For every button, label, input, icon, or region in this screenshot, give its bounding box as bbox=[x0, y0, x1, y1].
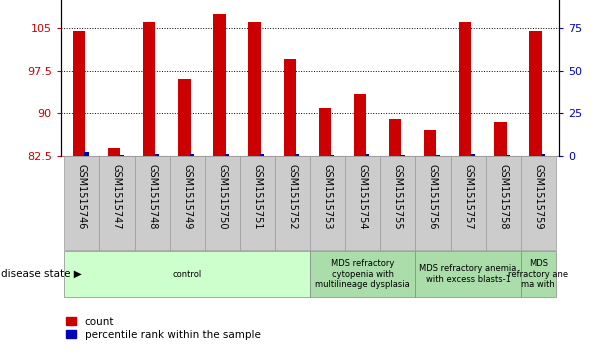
Bar bbox=[85, 152, 89, 156]
Bar bbox=[100, 156, 134, 250]
Bar bbox=[319, 108, 331, 156]
Bar bbox=[365, 154, 370, 156]
Bar bbox=[154, 154, 159, 156]
Bar bbox=[459, 23, 471, 156]
Bar bbox=[451, 156, 486, 250]
Bar bbox=[310, 252, 415, 297]
Text: GSM1515752: GSM1515752 bbox=[288, 164, 297, 229]
Text: GSM1515746: GSM1515746 bbox=[77, 164, 87, 229]
Bar bbox=[310, 156, 345, 250]
Bar bbox=[295, 154, 299, 156]
Bar bbox=[225, 154, 229, 156]
Bar bbox=[345, 156, 380, 250]
Bar bbox=[178, 79, 190, 156]
Bar bbox=[134, 156, 170, 250]
Bar bbox=[119, 155, 123, 156]
Bar bbox=[354, 94, 366, 156]
Bar bbox=[260, 154, 264, 156]
Text: GSM1515747: GSM1515747 bbox=[112, 164, 122, 229]
Text: GSM1515751: GSM1515751 bbox=[252, 164, 263, 229]
Bar bbox=[389, 119, 401, 156]
Text: control: control bbox=[173, 270, 202, 278]
Bar bbox=[415, 252, 520, 297]
Bar bbox=[506, 155, 510, 156]
Bar bbox=[424, 130, 437, 156]
Text: GSM1515749: GSM1515749 bbox=[182, 164, 192, 229]
Text: GSM1515759: GSM1515759 bbox=[533, 164, 544, 229]
Bar bbox=[520, 156, 556, 250]
Bar bbox=[240, 156, 275, 250]
Bar bbox=[108, 147, 120, 156]
Text: disease state ▶: disease state ▶ bbox=[1, 269, 81, 279]
Bar bbox=[143, 23, 156, 156]
Text: GSM1515756: GSM1515756 bbox=[428, 164, 438, 229]
Bar bbox=[64, 252, 310, 297]
Bar bbox=[283, 60, 296, 156]
Bar bbox=[541, 154, 545, 156]
Bar bbox=[249, 23, 261, 156]
Bar bbox=[64, 156, 100, 250]
Text: GSM1515754: GSM1515754 bbox=[358, 164, 368, 229]
Text: MDS refractory
cytopenia with
multilineage dysplasia: MDS refractory cytopenia with multilinea… bbox=[316, 259, 410, 289]
Bar bbox=[205, 156, 240, 250]
Bar bbox=[486, 156, 520, 250]
Bar bbox=[400, 155, 404, 156]
Bar bbox=[435, 155, 440, 156]
Bar bbox=[213, 14, 226, 156]
Text: GSM1515748: GSM1515748 bbox=[147, 164, 157, 229]
Bar bbox=[471, 154, 475, 156]
Bar bbox=[190, 154, 194, 156]
Bar bbox=[380, 156, 415, 250]
Text: GSM1515755: GSM1515755 bbox=[393, 164, 403, 229]
Bar bbox=[494, 122, 506, 156]
Bar bbox=[73, 31, 85, 156]
Legend: count, percentile rank within the sample: count, percentile rank within the sample bbox=[66, 317, 261, 340]
Text: GSM1515750: GSM1515750 bbox=[217, 164, 227, 229]
Bar bbox=[330, 155, 334, 156]
Text: MDS refractory anemia
with excess blasts-1: MDS refractory anemia with excess blasts… bbox=[420, 264, 517, 284]
Bar bbox=[415, 156, 451, 250]
Bar bbox=[170, 156, 205, 250]
Bar bbox=[275, 156, 310, 250]
Text: MDS
refractory ane
ma with: MDS refractory ane ma with bbox=[508, 259, 568, 289]
Text: GSM1515758: GSM1515758 bbox=[498, 164, 508, 229]
Bar bbox=[530, 31, 542, 156]
Text: GSM1515757: GSM1515757 bbox=[463, 164, 473, 229]
Text: GSM1515753: GSM1515753 bbox=[323, 164, 333, 229]
Bar bbox=[520, 252, 556, 297]
